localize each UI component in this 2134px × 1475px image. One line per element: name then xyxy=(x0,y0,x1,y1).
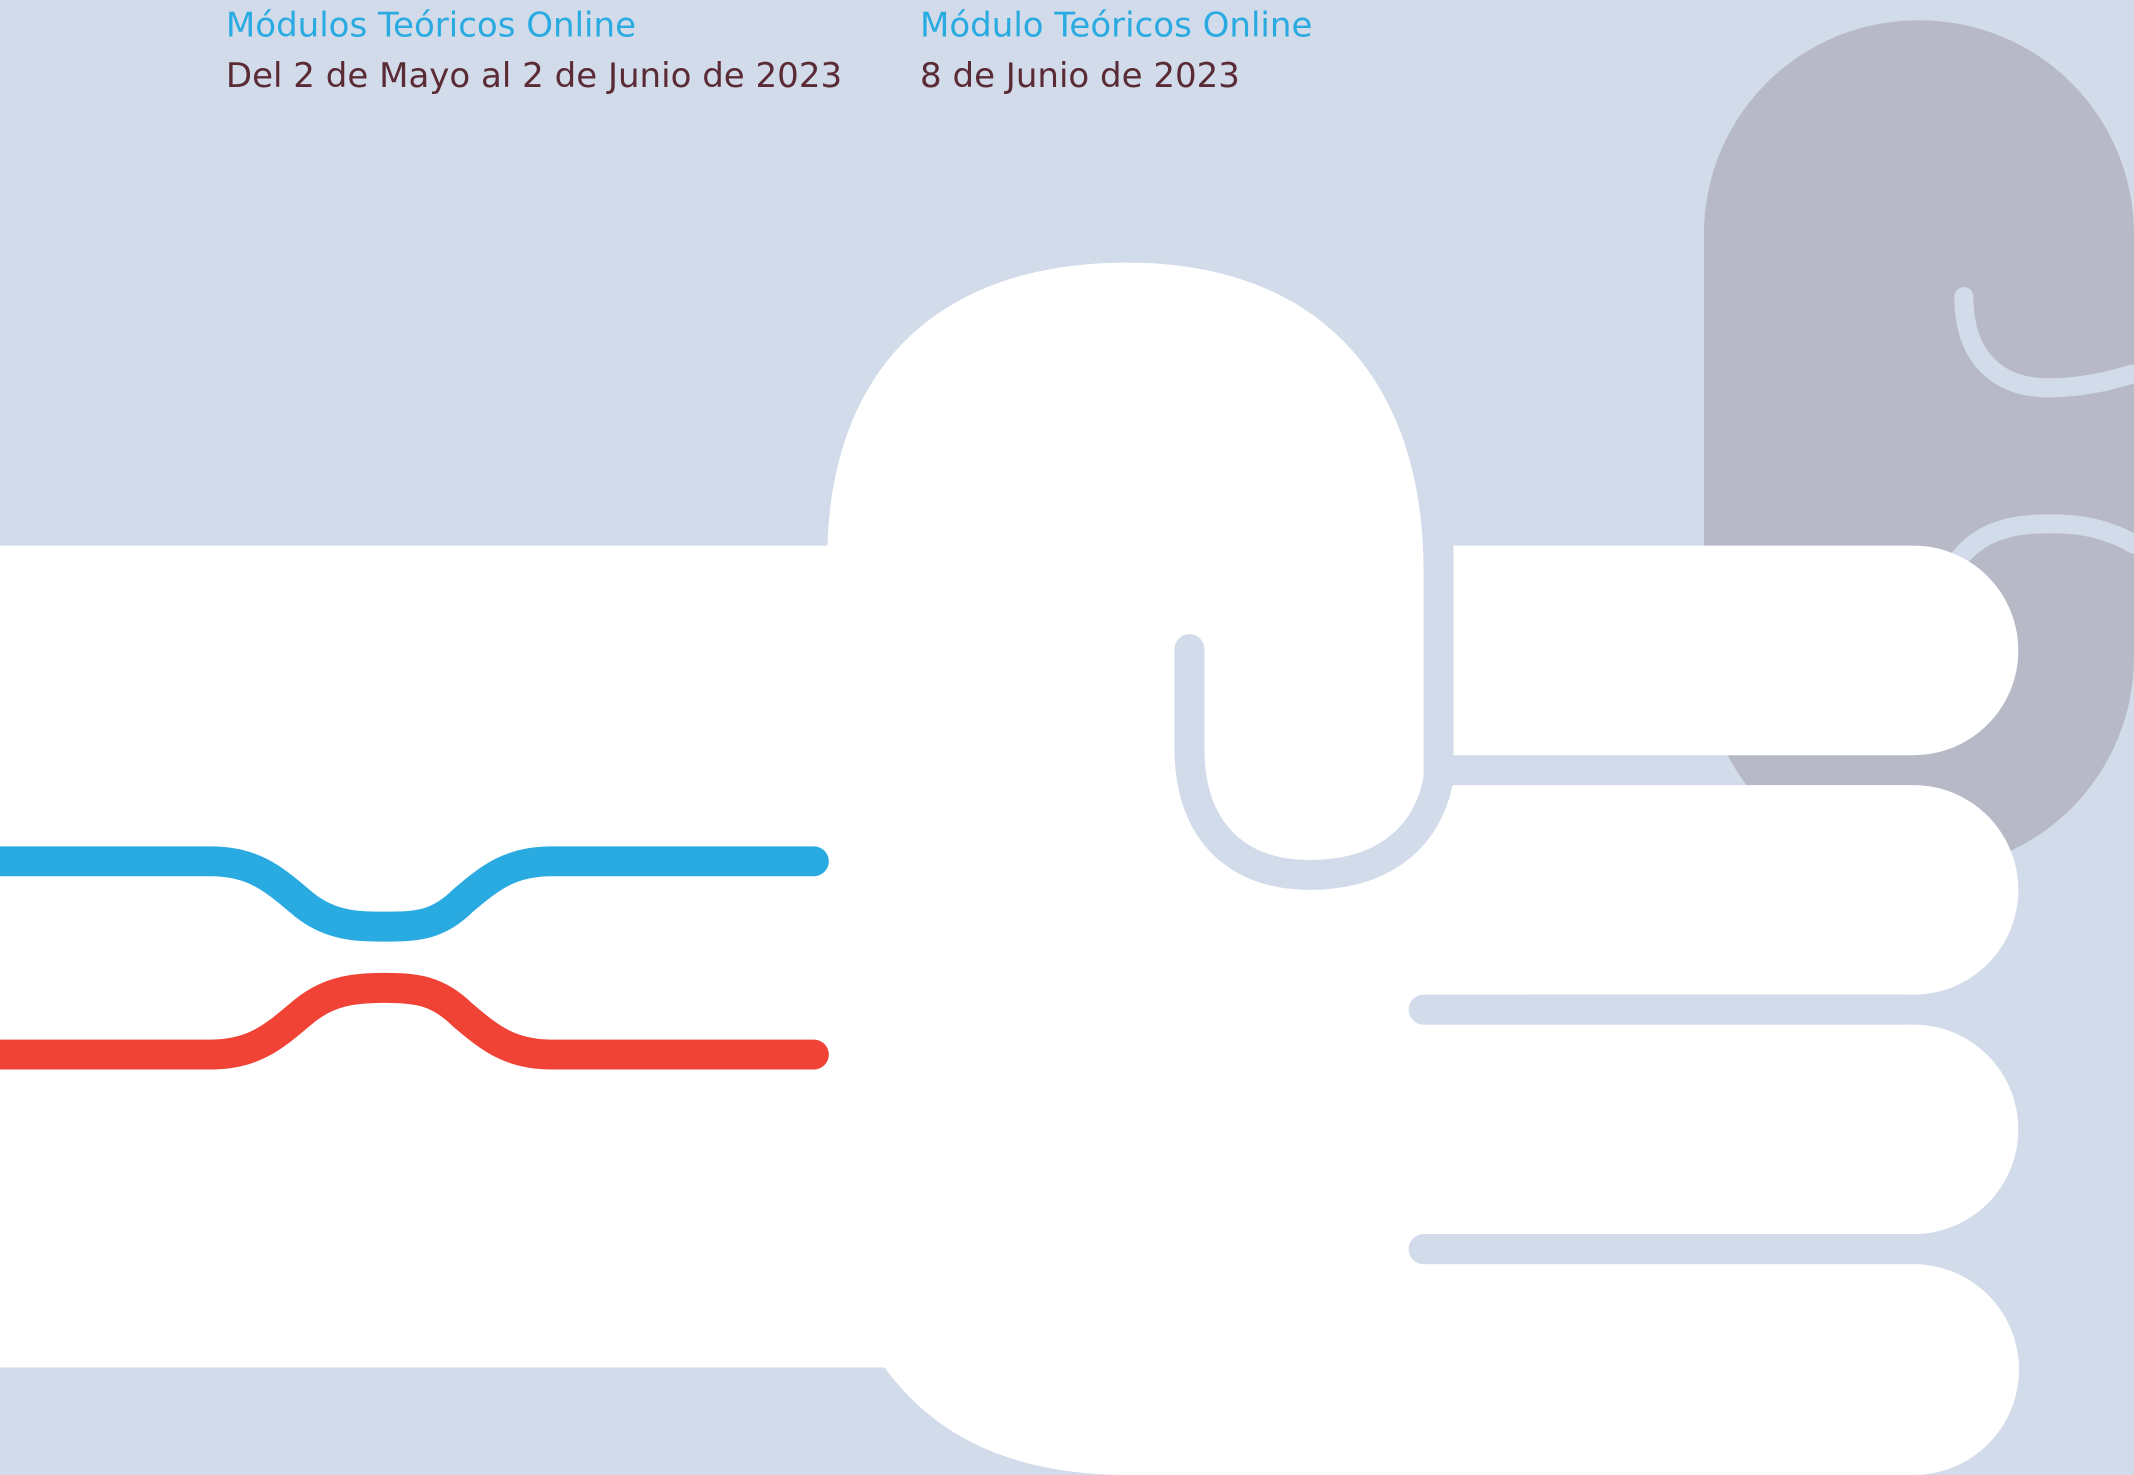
event-title: Módulo Teóricos Online xyxy=(920,6,1312,46)
thumb xyxy=(1454,546,2019,756)
event-title: Módulos Teóricos Online xyxy=(226,6,636,46)
poster: Módulos Teóricos Online Del 2 de Mayo al… xyxy=(0,0,2134,1475)
finger xyxy=(1361,785,2018,995)
page: Módulos Teóricos Online Del 2 de Mayo al… xyxy=(0,0,2134,1475)
event-date: 8 de Junio de 2023 xyxy=(920,56,1240,96)
finger xyxy=(1361,1025,2018,1235)
finger xyxy=(1361,1264,2019,1475)
event-date: Del 2 de Mayo al 2 de Junio de 2023 xyxy=(226,56,842,96)
